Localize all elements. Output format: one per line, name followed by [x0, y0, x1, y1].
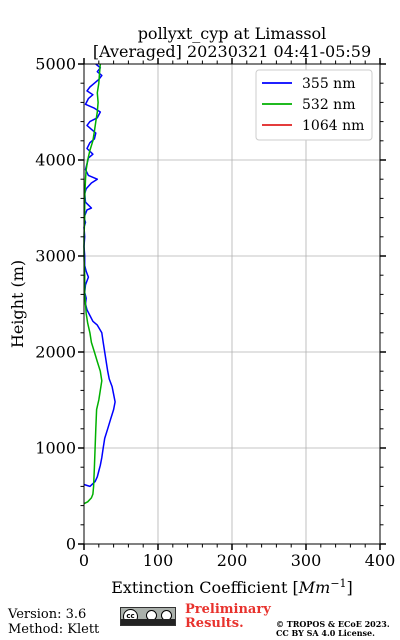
- chart-subtitle: [Averaged] 20230321 04:41-05:59: [93, 42, 371, 61]
- x-tick-label-3: 300: [291, 551, 322, 570]
- x-tick-label-4: 400: [365, 551, 396, 570]
- legend-label-0: 355 nm: [302, 76, 355, 92]
- legend-entries: 355 nm 532 nm 1064 nm: [262, 76, 364, 134]
- cc-by-sa-license-badge: cc: [120, 607, 176, 626]
- copyright-line-2: CC BY SA 4.0 License.: [276, 628, 375, 638]
- series-line-0: [83, 63, 116, 488]
- series-line-1: [83, 63, 103, 505]
- legend-label-1: 532 nm: [302, 97, 355, 113]
- x-tick-label-1: 100: [143, 551, 174, 570]
- copyright-notice: © TROPOS & ECoE 2023. CC BY SA 4.0 Licen…: [276, 620, 390, 638]
- preliminary-line-1: Preliminary: [185, 602, 271, 617]
- y-axis-label: Height (m): [8, 260, 27, 348]
- copyright-line-1: © TROPOS & ECoE 2023.: [276, 619, 390, 629]
- x-axis-label: Extinction Coefficient [Mm−1]: [111, 577, 353, 598]
- legend: 355 nm 532 nm 1064 nm: [255, 69, 373, 141]
- series-lines: [83, 63, 116, 505]
- extinction-profile-chart: pollyxt_cyp at Limassol [Averaged] 20230…: [8, 24, 395, 598]
- chart-title: pollyxt_cyp at Limassol: [138, 24, 327, 43]
- method-label: Method: Klett: [8, 622, 100, 637]
- x-tick-label-0: 0: [79, 551, 89, 570]
- y-tick-label-1: 1000: [35, 439, 76, 458]
- version-label: Version: 3.6: [8, 607, 87, 622]
- preliminary-line-2: Results.: [185, 616, 244, 631]
- y-tick-label-3: 3000: [35, 247, 76, 266]
- y-tick-label-4: 4000: [35, 151, 76, 170]
- y-tick-label-0: 0: [66, 535, 76, 554]
- preliminary-results-notice: Preliminary Results.: [185, 603, 271, 631]
- license-badge-bar: [121, 619, 175, 625]
- y-tick-label-5: 5000: [35, 55, 76, 74]
- x-tick-label-2: 200: [217, 551, 248, 570]
- legend-box: [255, 69, 373, 141]
- legend-label-2: 1064 nm: [302, 118, 364, 134]
- y-tick-label-2: 2000: [35, 343, 76, 362]
